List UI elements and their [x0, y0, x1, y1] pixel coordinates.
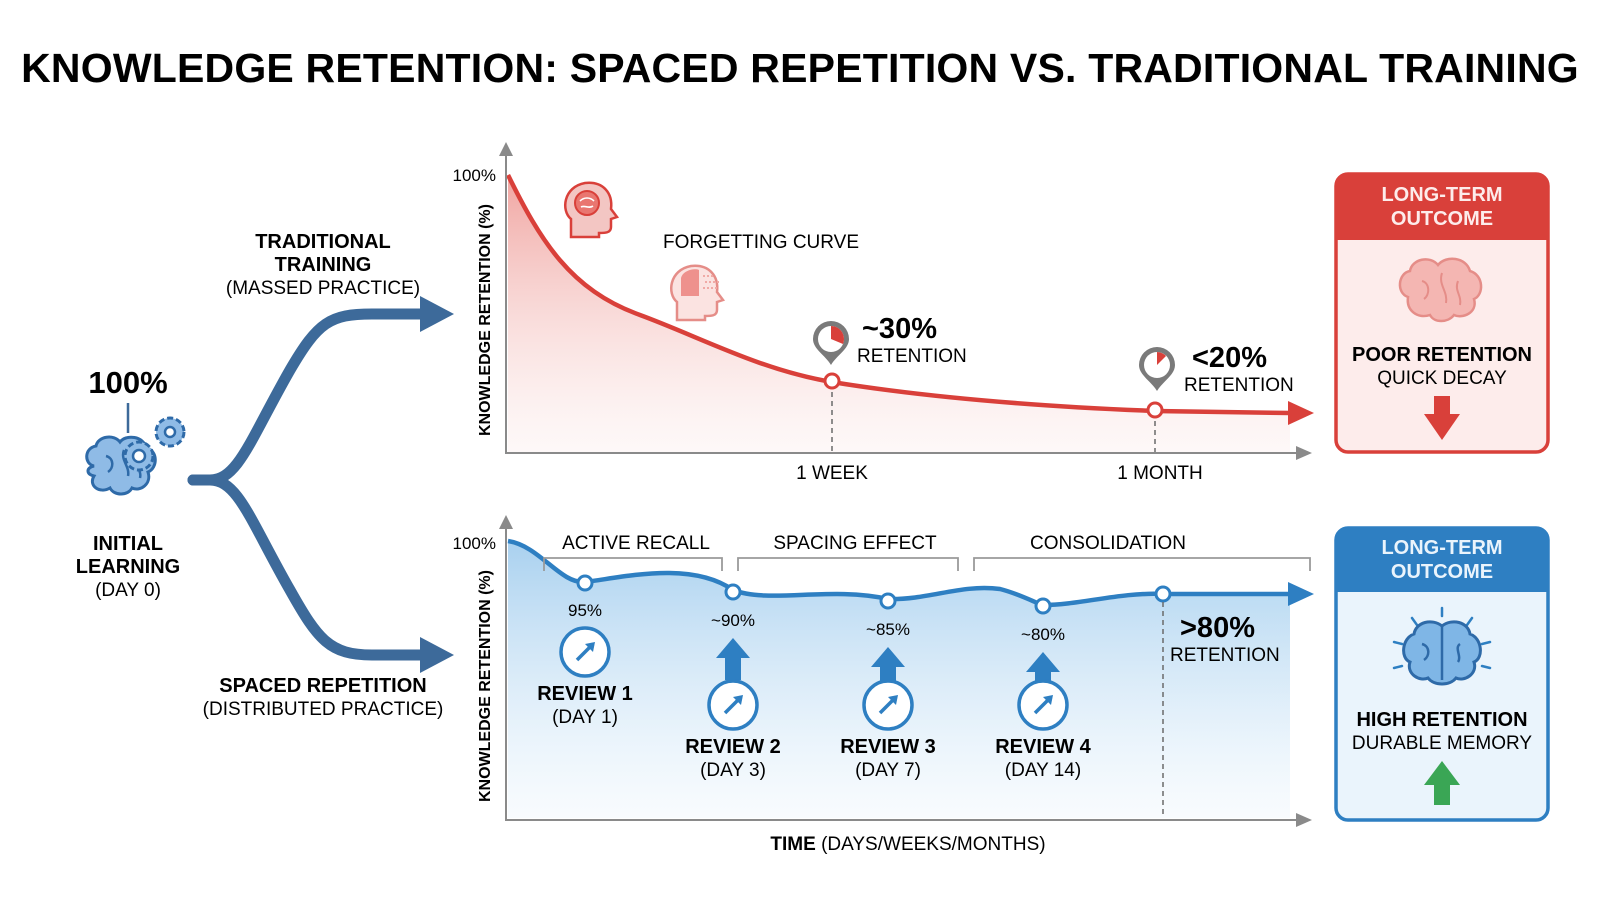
spaced-outcome-line1: HIGH RETENTION — [1356, 709, 1527, 731]
review-2-name: REVIEW 2 — [685, 736, 781, 758]
glowing-brain-icon — [1392, 606, 1492, 686]
traditional-label-2: TRAINING — [275, 254, 372, 276]
review-1-day: (DAY 1) — [552, 707, 618, 728]
branch-arrows — [187, 296, 454, 673]
spaced-chart: 100% KNOWLEDGE RETENTION (%) ACTIVE RECA… — [453, 515, 1314, 855]
review-2-boost-arrow-icon — [716, 638, 750, 680]
arrow-down-icon — [1424, 396, 1460, 440]
x-tick-week: 1 WEEK — [796, 463, 868, 484]
spaced-final-value: >80% — [1180, 612, 1255, 644]
x-axis-label-rest: (DAYS/WEEKS/MONTHS) — [816, 834, 1046, 855]
traditional-sub: (MASSED PRACTICE) — [226, 278, 420, 299]
traditional-y-max: 100% — [453, 166, 496, 185]
head-brain-icon — [563, 181, 620, 239]
initial-label-1: INITIAL — [93, 533, 163, 555]
traditional-outcome-box: LONG-TERM OUTCOME POOR RETENTION QUICK D… — [1334, 172, 1550, 454]
traditional-outcome-line1: POOR RETENTION — [1352, 344, 1532, 366]
phase-consolidation: CONSOLIDATION — [1030, 533, 1186, 554]
review-3-name: REVIEW 3 — [840, 736, 936, 758]
pie-marker-icon — [1139, 347, 1175, 391]
review-4-name: REVIEW 4 — [995, 736, 1091, 758]
spaced-outcome-line2: DURABLE MEMORY — [1352, 733, 1533, 754]
forgetting-curve-label: FORGETTING CURVE — [663, 232, 859, 253]
review-2-day: (DAY 3) — [700, 760, 766, 781]
callout-month-value: <20% — [1192, 342, 1267, 374]
review-2-icon — [707, 679, 759, 731]
forgetting-arrowhead — [1288, 401, 1314, 425]
forgetting-curve-line — [505, 174, 1291, 416]
callout-week-label: RETENTION — [857, 346, 967, 367]
traditional-y-axis-label: KNOWLEDGE RETENTION (%) — [477, 204, 494, 436]
faded-brain-icon — [1398, 257, 1483, 323]
review-1-pct: 95% — [568, 601, 602, 620]
initial-day: (DAY 0) — [95, 580, 161, 601]
spaced-outcome-header-1: LONG-TERM — [1381, 537, 1502, 559]
traditional-outcome-header-2: OUTCOME — [1391, 208, 1493, 230]
traditional-label-1: TRADITIONAL — [255, 231, 391, 253]
initial-label-2: LEARNING — [76, 556, 180, 578]
review-1-icon — [559, 626, 611, 678]
review-3-icon — [862, 679, 914, 731]
spaced-area — [508, 541, 1290, 818]
review-4-pct: ~80% — [1021, 625, 1065, 644]
traditional-outcome-header-1: LONG-TERM — [1381, 184, 1502, 206]
x-tick-month: 1 MONTH — [1117, 463, 1203, 484]
phase-active-recall: ACTIVE RECALL — [562, 533, 710, 554]
x-axis-label-bold: TIME — [770, 834, 815, 855]
review-3-boost-arrow-icon — [871, 647, 905, 681]
spaced-sub: (DISTRIBUTED PRACTICE) — [203, 699, 444, 720]
spaced-outcome-box: LONG-TERM OUTCOME HIGH RETENTION DURABLE… — [1334, 526, 1550, 822]
traditional-chart: 100% KNOWLEDGE RETENTION (%) FORGETTING … — [453, 142, 1314, 484]
review-1-name: REVIEW 1 — [537, 683, 633, 705]
review-3-pct: ~85% — [866, 620, 910, 639]
fading-head-icon — [669, 264, 726, 322]
review-4-icon — [1017, 679, 1069, 731]
pie-marker-icon — [813, 321, 849, 365]
arrow-up-icon — [1424, 761, 1460, 805]
initial-percent: 100% — [88, 365, 167, 400]
review-4-boost-arrow-icon — [1026, 652, 1060, 681]
brain-gears-icon — [85, 416, 186, 496]
traditional-outcome-line2: QUICK DECAY — [1377, 368, 1507, 389]
spaced-y-axis-label: KNOWLEDGE RETENTION (%) — [477, 570, 494, 802]
callout-month-label: RETENTION — [1184, 375, 1294, 396]
review-2-pct: ~90% — [711, 611, 755, 630]
spaced-final-label: RETENTION — [1170, 645, 1280, 666]
forgetting-area — [508, 175, 1290, 452]
review-3-day: (DAY 7) — [855, 760, 921, 781]
review-4-day: (DAY 14) — [1005, 760, 1081, 781]
spaced-arrowhead — [1288, 582, 1314, 606]
page-title: KNOWLEDGE RETENTION: SPACED REPETITION V… — [21, 45, 1579, 91]
phase-spacing-effect: SPACING EFFECT — [773, 533, 937, 554]
spaced-label: SPACED REPETITION — [219, 675, 426, 697]
callout-week-value: ~30% — [862, 313, 937, 345]
spaced-y-max: 100% — [453, 534, 496, 553]
x-axis-label: TIME (DAYS/WEEKS/MONTHS) — [770, 834, 1045, 855]
spaced-outcome-header-2: OUTCOME — [1391, 561, 1493, 583]
